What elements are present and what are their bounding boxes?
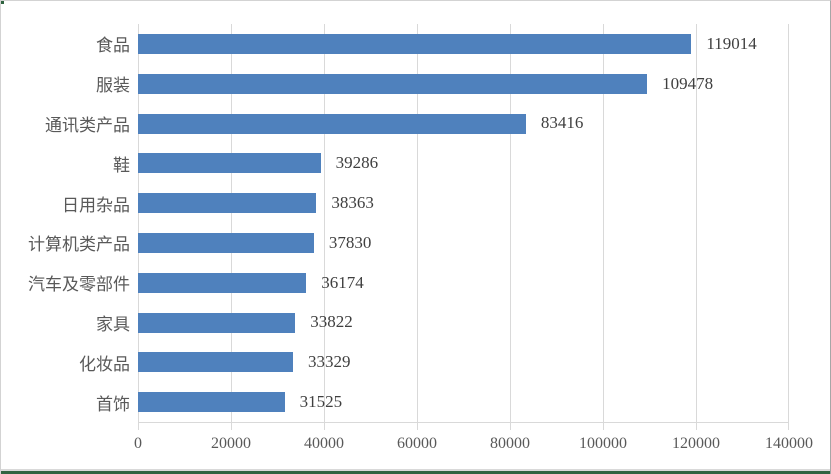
tick-mark	[417, 422, 418, 430]
data-label: 119014	[706, 33, 757, 53]
value-axis: 0 20000 40000 60000 80000 100000 120000 140000	[134, 422, 813, 458]
selection-corner	[1, 1, 4, 4]
bar[interactable]	[138, 193, 317, 214]
bar[interactable]	[138, 153, 321, 174]
gridline	[324, 24, 325, 422]
x-axis-label: 120000	[672, 435, 720, 452]
data-label: 33822	[310, 312, 353, 332]
category-label: 食品	[96, 36, 130, 56]
gridline	[788, 24, 789, 422]
data-label: 39286	[335, 153, 379, 173]
x-axis-label: 20000	[211, 435, 251, 452]
bar[interactable]	[138, 232, 314, 253]
tick-mark	[696, 422, 697, 430]
gridline	[231, 24, 232, 422]
sheet-gridline-green	[1, 471, 830, 474]
category-axis: 食品服装通讯类产品鞋日用杂品计算机类产品 汽车及零部件家具化妆品首饰	[2, 24, 130, 422]
data-label: 37830	[328, 232, 372, 252]
sheet-gridline-gray	[1, 469, 830, 471]
tick-mark	[138, 422, 139, 430]
tick-mark	[510, 422, 511, 430]
sheet-gridline	[1, 469, 830, 474]
x-axis-label: 40000	[304, 435, 344, 452]
category-label: 汽车及零部件	[28, 275, 130, 295]
tick-mark	[324, 422, 325, 430]
x-axis-label: 80000	[490, 435, 530, 452]
category-label: 计算机类产品	[28, 235, 130, 255]
category-label: 家具	[96, 314, 130, 334]
data-label: 33329	[307, 352, 351, 372]
x-axis-line	[138, 422, 789, 423]
gridline	[510, 24, 511, 422]
x-axis-label: 0	[134, 435, 142, 452]
bar[interactable]	[138, 113, 526, 134]
gridline	[696, 24, 697, 422]
category-label: 首饰	[96, 394, 130, 414]
data-label: 83416	[540, 113, 584, 133]
data-label: 31525	[299, 392, 343, 412]
bar[interactable]	[138, 392, 285, 413]
category-label: 化妆品	[79, 354, 130, 374]
bar[interactable]	[138, 352, 293, 373]
plot-area[interactable]: 119014 109478 83416 39286 38363 37830 36174 338…	[138, 24, 789, 423]
bar[interactable]	[138, 272, 307, 293]
category-label: 通讯类产品	[45, 115, 130, 135]
gridline	[417, 24, 418, 422]
x-axis-label: 60000	[397, 435, 437, 452]
bar[interactable]	[138, 312, 296, 333]
tick-mark	[231, 422, 232, 430]
x-axis-label: 100000	[579, 435, 627, 452]
tick-mark	[788, 422, 789, 430]
data-label: 38363	[331, 193, 374, 213]
data-label: 109478	[662, 73, 714, 93]
data-label: 36174	[321, 272, 364, 292]
tick-mark	[603, 422, 604, 430]
x-axis-label: 140000	[765, 435, 813, 452]
gridline	[603, 24, 604, 422]
bar[interactable]	[138, 73, 648, 94]
category-label: 服装	[96, 76, 130, 96]
gridline	[138, 24, 139, 422]
category-label: 日用杂品	[62, 195, 130, 215]
bar[interactable]	[138, 33, 692, 54]
category-label: 鞋	[113, 155, 130, 175]
